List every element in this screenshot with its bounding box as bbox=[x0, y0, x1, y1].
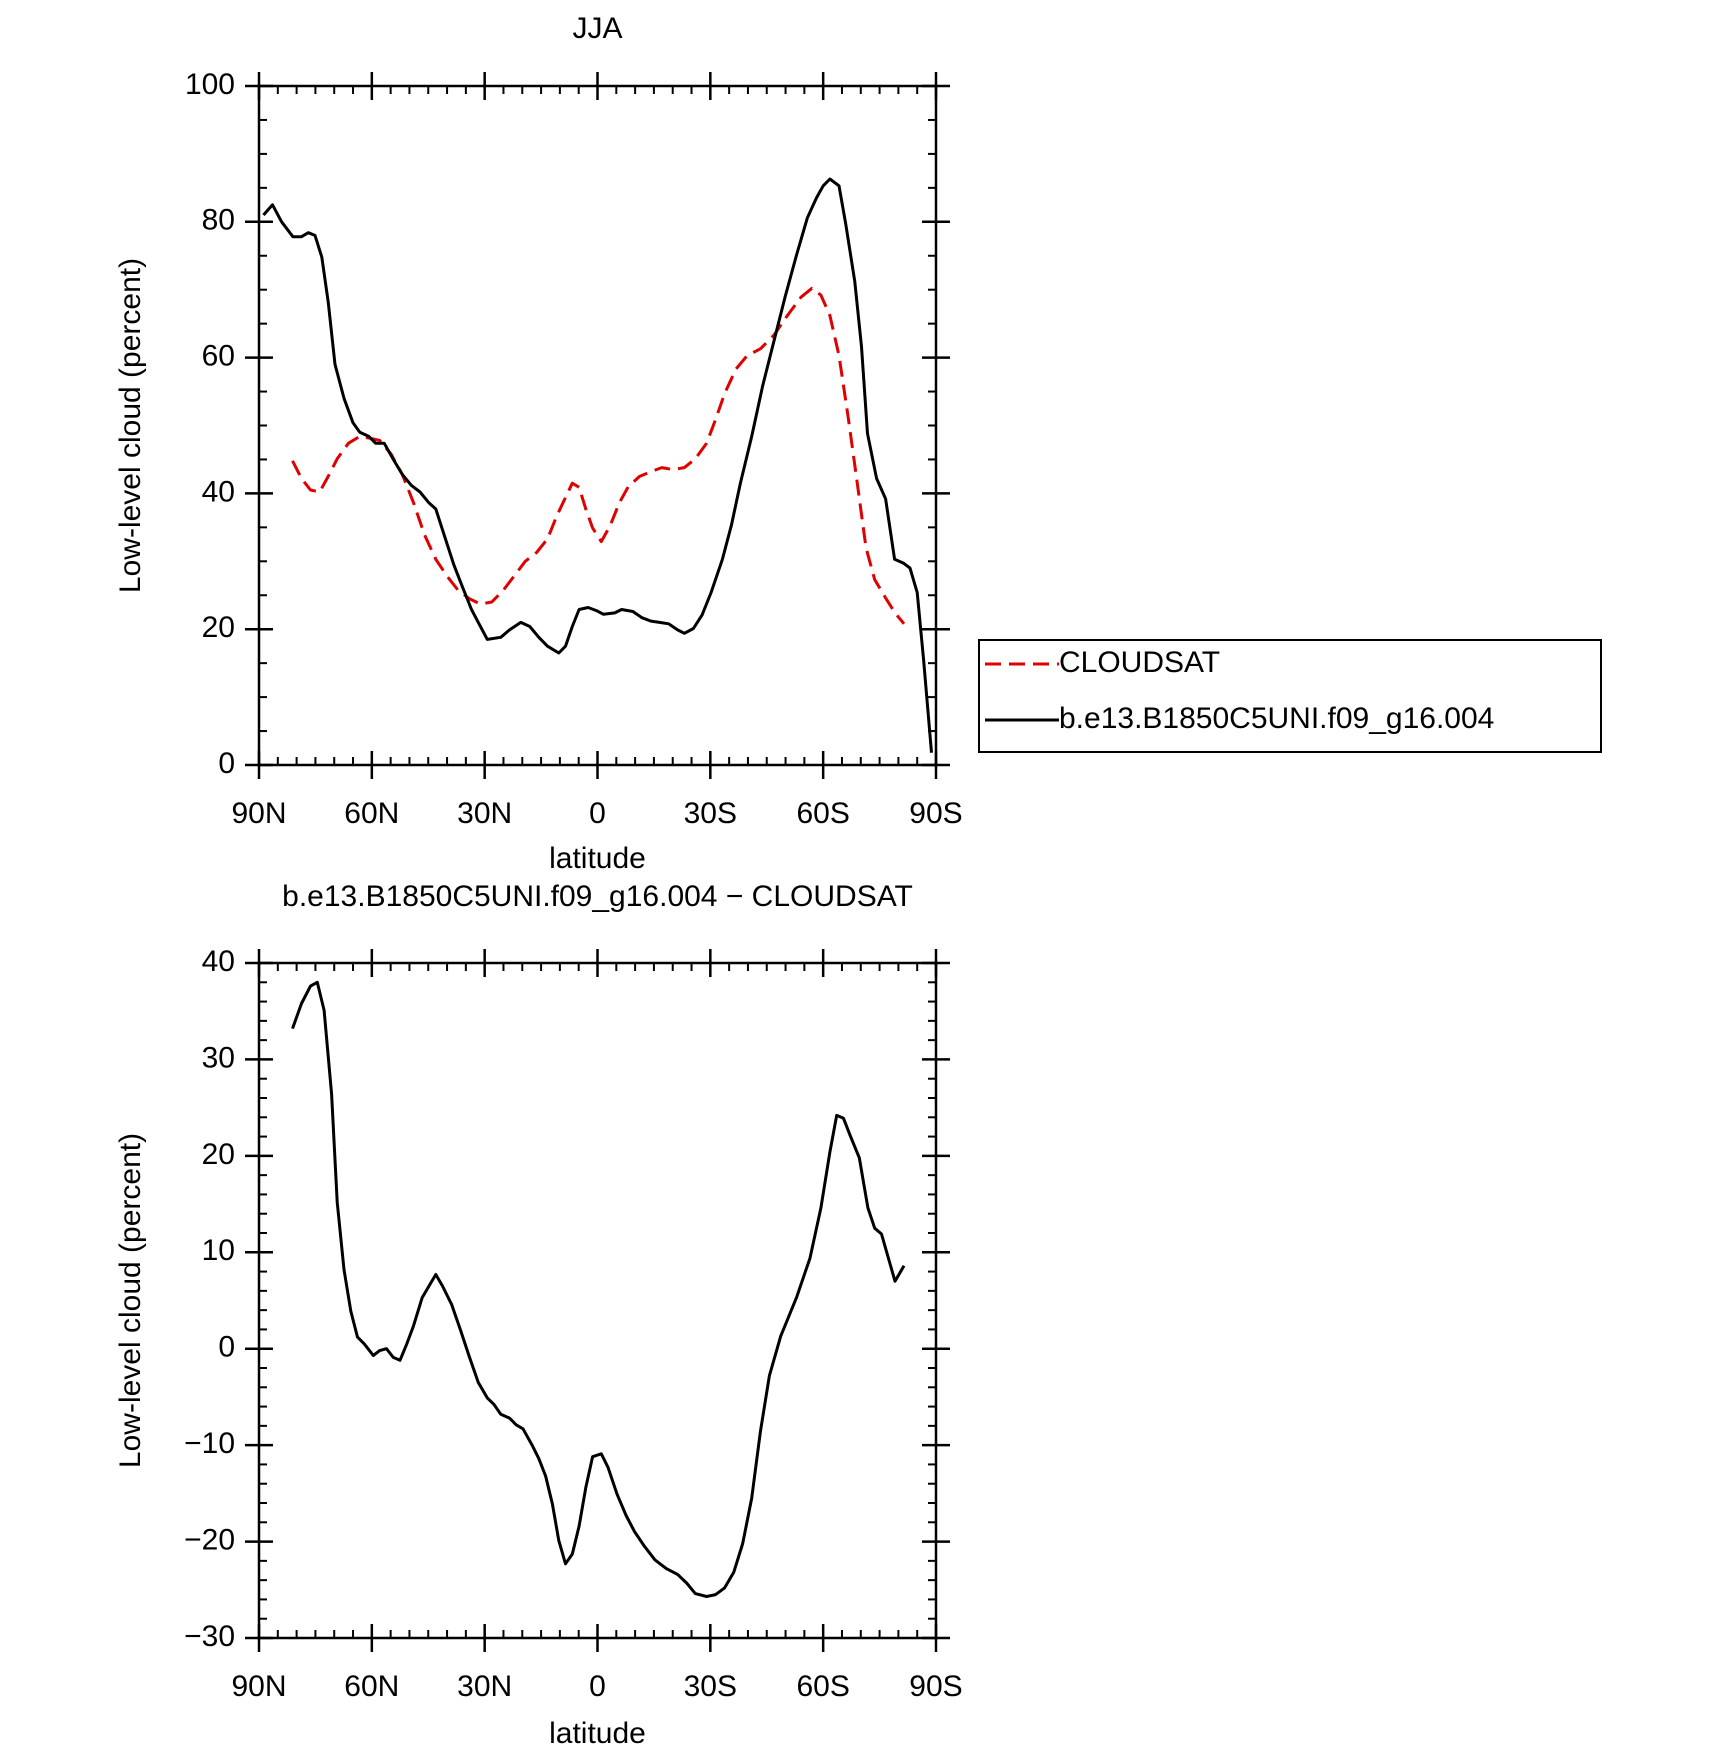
x-tick-label: 90S bbox=[909, 797, 962, 830]
x-tick-label: 90N bbox=[231, 797, 286, 830]
y-axis-label: Low-level cloud (percent) bbox=[114, 1133, 147, 1468]
y-tick-label: 30 bbox=[202, 1041, 235, 1074]
y-tick-label: 0 bbox=[218, 1331, 235, 1364]
x-tick-label: 0 bbox=[589, 1670, 606, 1703]
y-tick-label: −10 bbox=[184, 1427, 235, 1460]
y-axis-label: Low-level cloud (percent) bbox=[114, 258, 147, 593]
x-tick-label: 60S bbox=[796, 1670, 849, 1703]
data-line bbox=[262, 177, 933, 753]
y-tick-label: 10 bbox=[202, 1234, 235, 1267]
x-tick-label: 90S bbox=[909, 1670, 962, 1703]
plot-frame bbox=[257, 961, 938, 1640]
y-tick-label: 60 bbox=[202, 340, 235, 373]
plot-frame bbox=[257, 84, 938, 767]
x-tick-label: 60N bbox=[344, 797, 399, 830]
y-tick-label: −20 bbox=[184, 1523, 235, 1556]
chart-title: b.e13.B1850C5UNI.f09_g16.004 − CLOUDSAT bbox=[282, 880, 913, 913]
legend-box bbox=[978, 639, 1602, 753]
y-tick-label: −30 bbox=[184, 1620, 235, 1653]
y-tick-label: 0 bbox=[218, 747, 235, 780]
x-axis-label: latitude bbox=[549, 1717, 646, 1750]
x-tick-label: 0 bbox=[589, 797, 606, 830]
chart-title: JJA bbox=[572, 12, 622, 45]
y-tick-label: 40 bbox=[202, 475, 235, 508]
x-tick-label: 60S bbox=[796, 797, 849, 830]
y-tick-label: 100 bbox=[185, 68, 235, 101]
data-line bbox=[291, 286, 906, 625]
y-tick-label: 80 bbox=[202, 204, 235, 237]
y-tick-label: 20 bbox=[202, 1138, 235, 1171]
y-tick-label: 20 bbox=[202, 611, 235, 644]
x-tick-label: 30S bbox=[684, 1670, 737, 1703]
x-tick-label: 30S bbox=[684, 797, 737, 830]
x-tick-label: 30N bbox=[457, 797, 512, 830]
x-axis-label: latitude bbox=[549, 842, 646, 875]
legend-label: CLOUDSAT bbox=[1059, 646, 1220, 679]
legend-label: b.e13.B1850C5UNI.f09_g16.004 bbox=[1059, 702, 1494, 735]
data-line bbox=[291, 980, 906, 1598]
x-tick-label: 30N bbox=[457, 1670, 512, 1703]
y-tick-label: 40 bbox=[202, 945, 235, 978]
x-tick-label: 90N bbox=[231, 1670, 286, 1703]
x-tick-label: 60N bbox=[344, 1670, 399, 1703]
